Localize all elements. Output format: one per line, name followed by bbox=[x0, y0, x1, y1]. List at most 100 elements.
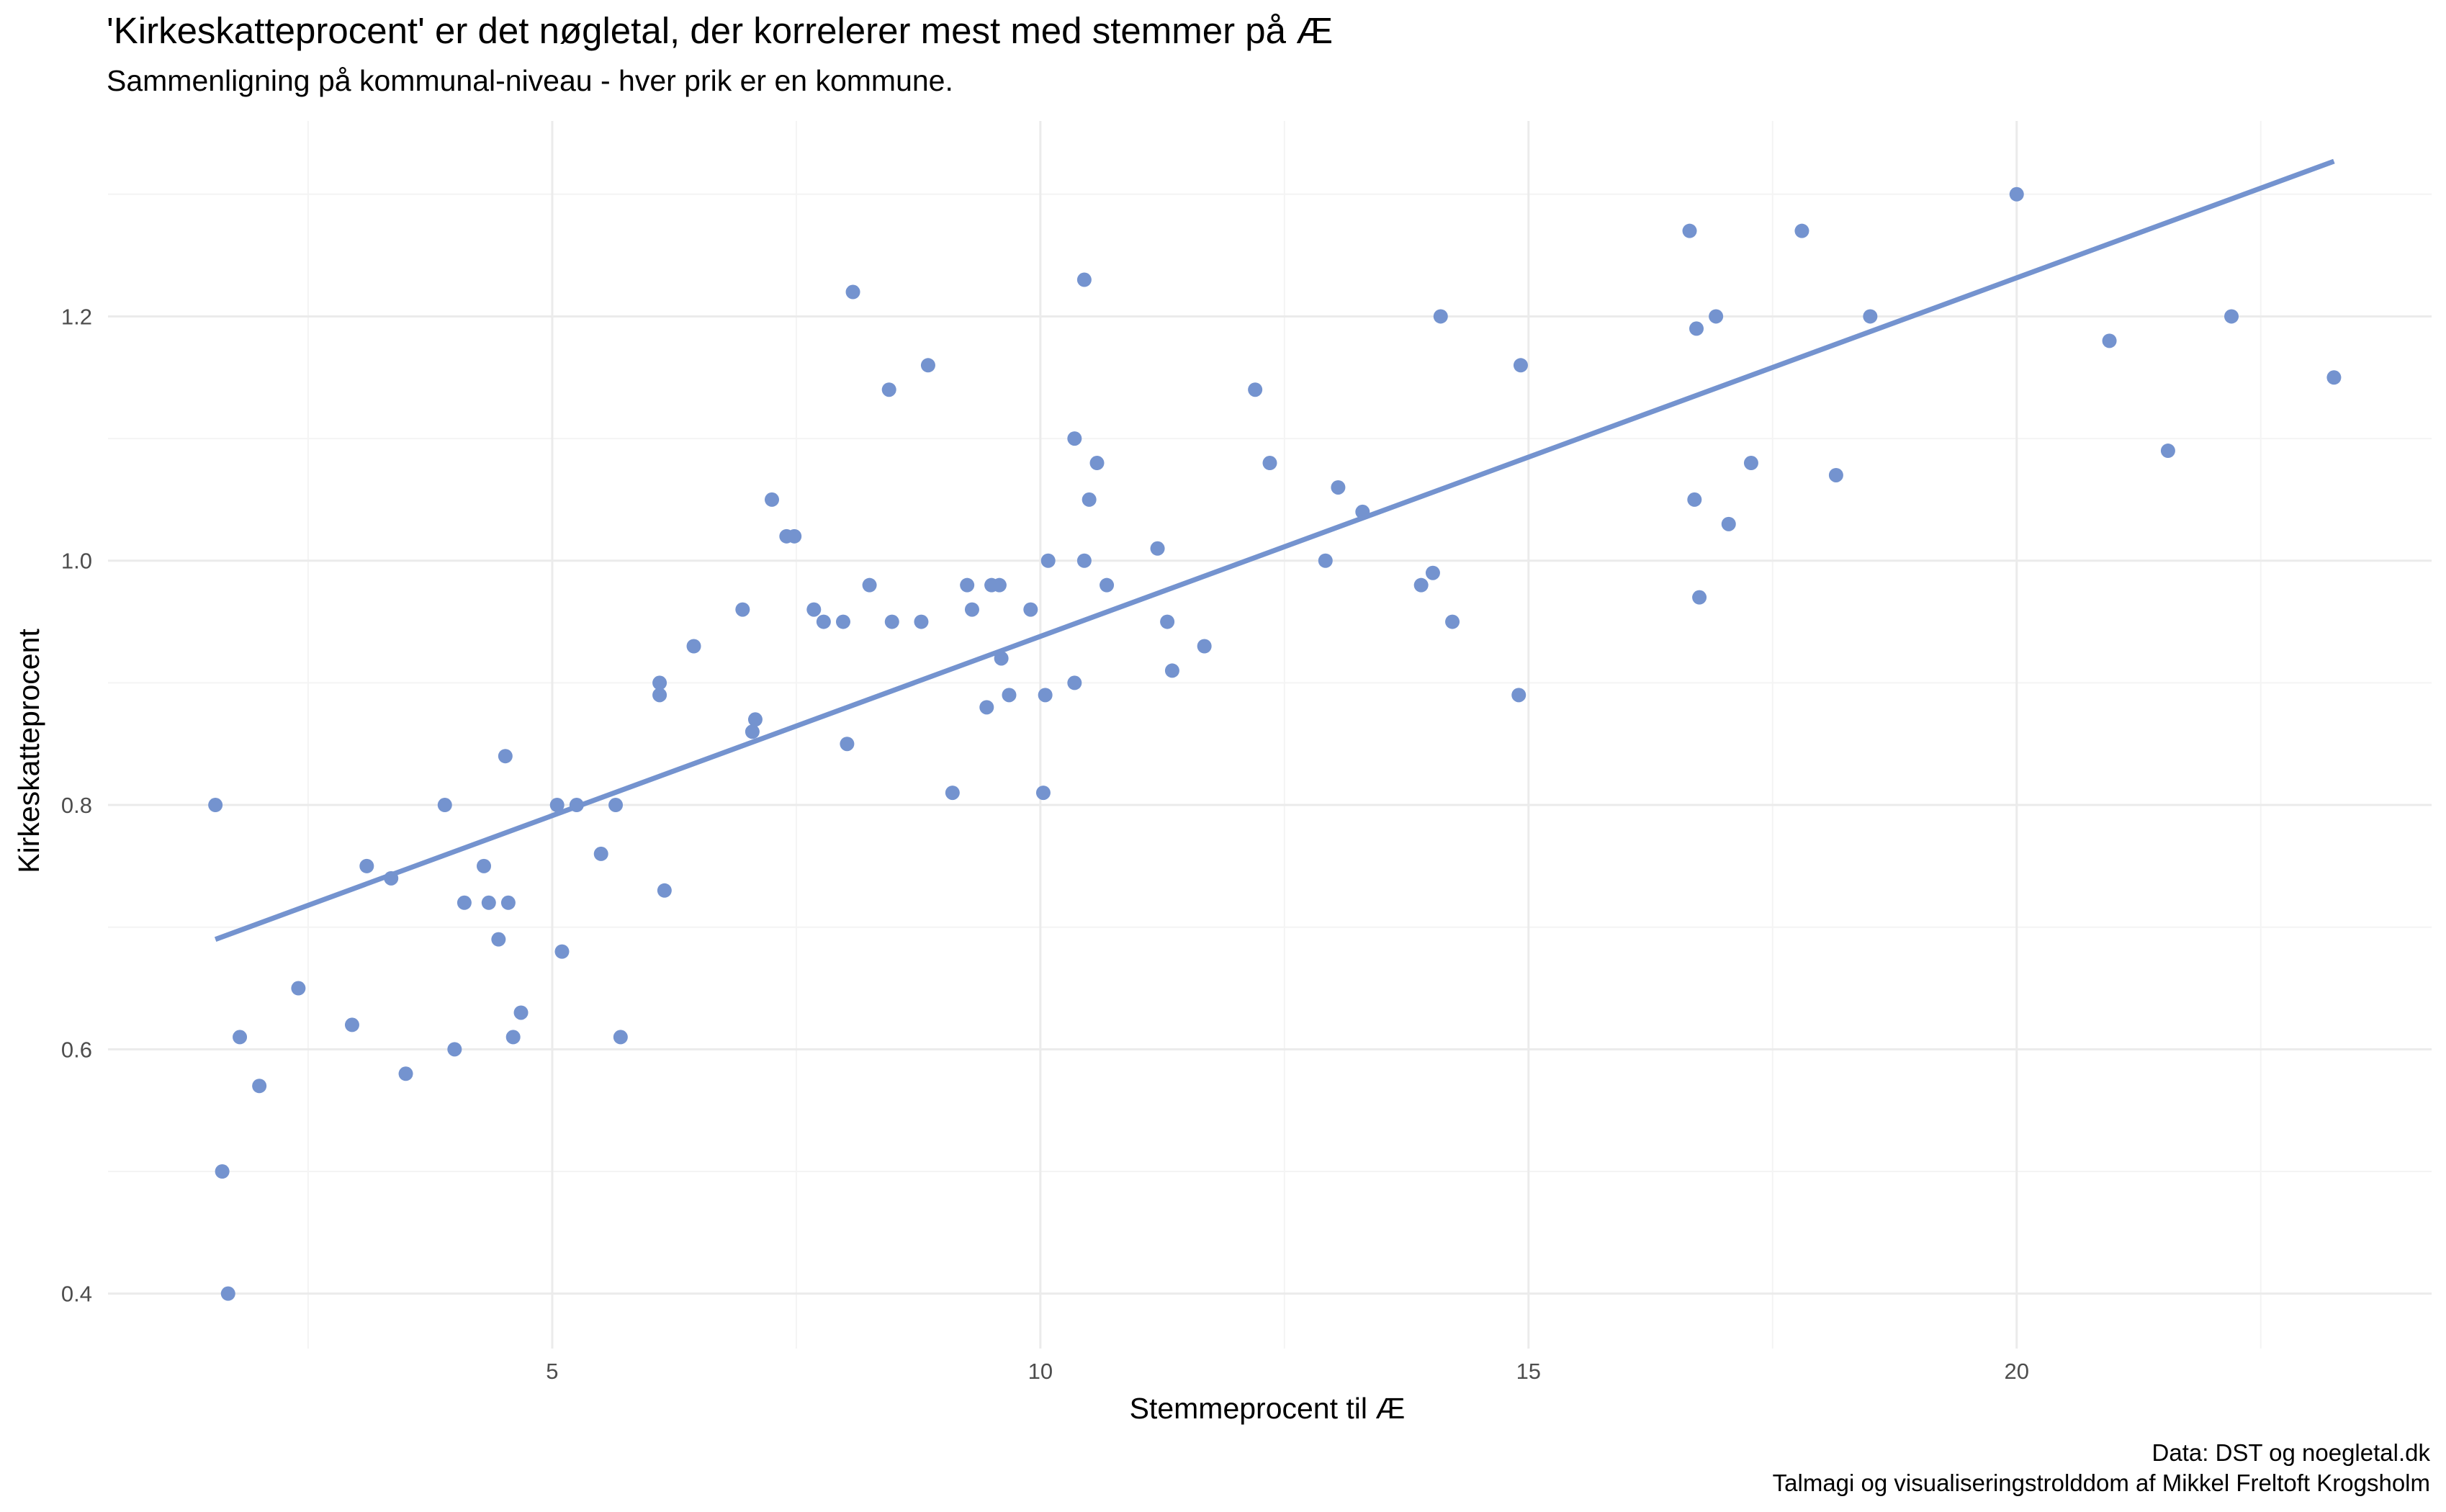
data-point bbox=[477, 858, 492, 873]
x-tick-label: 15 bbox=[1516, 1359, 1541, 1384]
y-tick-label: 1.0 bbox=[61, 549, 92, 574]
x-tick-label: 5 bbox=[546, 1359, 558, 1384]
data-point bbox=[816, 614, 831, 629]
data-point bbox=[491, 932, 506, 947]
data-point bbox=[498, 749, 513, 764]
data-point bbox=[593, 846, 608, 861]
y-tick-label: 0.6 bbox=[61, 1037, 92, 1062]
data-point bbox=[992, 577, 1007, 593]
data-point bbox=[1262, 456, 1277, 471]
tick-labels: 5 10 15 20 0.4 0.6 0.8 1.0 1.2 bbox=[61, 304, 2029, 1384]
data-point bbox=[613, 1030, 628, 1045]
x-tick-label: 10 bbox=[1028, 1359, 1053, 1384]
x-tick-label: 20 bbox=[2005, 1359, 2029, 1384]
data-point bbox=[608, 798, 624, 813]
data-point bbox=[1511, 688, 1526, 703]
data-point bbox=[840, 737, 855, 752]
major-gridlines bbox=[108, 121, 2432, 1349]
data-point bbox=[1794, 223, 1809, 238]
data-point bbox=[1709, 309, 1724, 324]
data-point bbox=[960, 577, 975, 593]
data-point bbox=[1035, 786, 1051, 801]
trend-line-group bbox=[214, 158, 2335, 942]
data-point bbox=[945, 786, 960, 801]
data-point bbox=[1089, 456, 1105, 471]
data-point bbox=[745, 724, 760, 739]
data-point bbox=[787, 528, 802, 544]
data-point bbox=[220, 1286, 235, 1301]
data-point bbox=[481, 895, 496, 910]
y-tick-label: 1.2 bbox=[61, 304, 92, 329]
data-point bbox=[1082, 492, 1097, 507]
data-point bbox=[1100, 577, 1115, 593]
data-point bbox=[2326, 370, 2342, 385]
data-point bbox=[208, 798, 223, 813]
data-point bbox=[505, 1030, 521, 1045]
data-point bbox=[554, 944, 570, 959]
data-point bbox=[1248, 382, 1263, 397]
data-point bbox=[1425, 565, 1440, 580]
data-point bbox=[447, 1042, 462, 1057]
data-point bbox=[1002, 688, 1017, 703]
data-point bbox=[806, 602, 822, 617]
data-point bbox=[835, 614, 850, 629]
data-point bbox=[1445, 614, 1460, 629]
data-point bbox=[1828, 467, 1843, 482]
data-point bbox=[1164, 663, 1179, 678]
chart-subtitle: Sammenligning på kommunal-niveau - hver … bbox=[107, 64, 953, 97]
data-point bbox=[1197, 639, 1212, 654]
data-point bbox=[1433, 309, 1448, 324]
data-point bbox=[215, 1164, 230, 1179]
data-point bbox=[359, 858, 374, 873]
data-point bbox=[652, 688, 667, 703]
data-point bbox=[979, 700, 994, 715]
data-point bbox=[1160, 614, 1175, 629]
data-point bbox=[252, 1079, 267, 1094]
data-point bbox=[437, 798, 452, 813]
data-point bbox=[1067, 431, 1082, 446]
y-tick-label: 0.8 bbox=[61, 793, 92, 818]
data-points bbox=[208, 186, 2342, 1301]
data-point bbox=[1076, 272, 1092, 287]
data-point bbox=[457, 895, 472, 910]
minor-gridlines bbox=[108, 121, 2432, 1349]
data-point bbox=[1038, 688, 1053, 703]
data-point bbox=[1513, 358, 1528, 373]
data-point bbox=[1331, 480, 1346, 495]
data-point bbox=[1721, 516, 1736, 531]
trend-line bbox=[214, 158, 2335, 942]
data-point bbox=[1692, 590, 1707, 605]
data-point bbox=[1743, 456, 1758, 471]
data-point bbox=[920, 358, 935, 373]
data-point bbox=[884, 614, 899, 629]
data-point bbox=[1318, 553, 1333, 568]
data-point bbox=[1076, 553, 1092, 568]
data-point bbox=[1150, 541, 1165, 556]
data-point bbox=[513, 1005, 529, 1020]
caption-data-source: Data: DST og noegletal.dk bbox=[2152, 1439, 2430, 1466]
x-axis-title: Stemmeprocent til Æ bbox=[1130, 1392, 1406, 1425]
data-point bbox=[2160, 444, 2175, 459]
y-tick-label: 0.4 bbox=[61, 1282, 92, 1307]
data-point bbox=[657, 883, 672, 898]
data-point bbox=[233, 1030, 248, 1045]
data-point bbox=[291, 981, 306, 996]
data-point bbox=[765, 492, 779, 507]
data-point bbox=[881, 382, 896, 397]
data-point bbox=[398, 1066, 413, 1081]
data-point bbox=[549, 798, 565, 813]
data-point bbox=[914, 614, 929, 629]
data-point bbox=[344, 1017, 359, 1032]
data-point bbox=[1689, 321, 1704, 336]
data-point bbox=[686, 639, 701, 654]
data-point bbox=[964, 602, 979, 617]
data-point bbox=[845, 284, 860, 300]
data-point bbox=[1067, 675, 1082, 690]
chart-title: 'Kirkeskatteprocent' er det nøgletal, de… bbox=[107, 10, 1334, 51]
data-point bbox=[1413, 577, 1429, 593]
data-point bbox=[735, 602, 750, 617]
data-point bbox=[994, 651, 1009, 666]
data-point bbox=[1040, 553, 1056, 568]
data-point bbox=[500, 895, 516, 910]
